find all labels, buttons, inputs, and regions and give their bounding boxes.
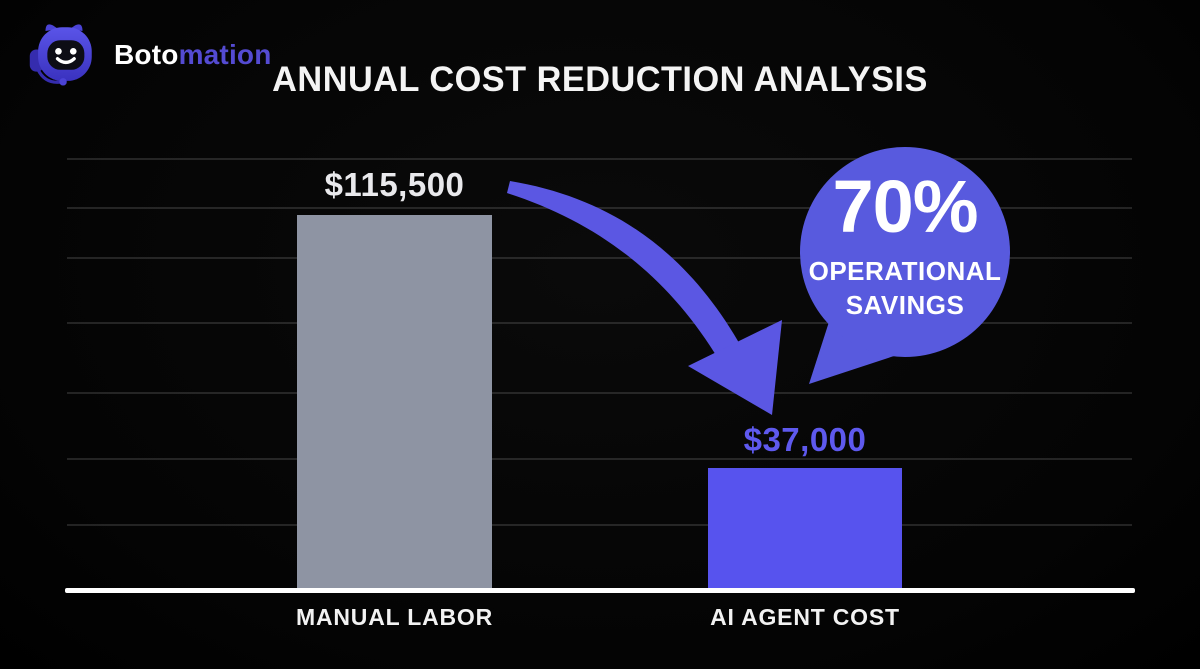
gridline — [67, 524, 1132, 526]
value-label-ai-agent-cost: $37,000 — [743, 421, 867, 458]
robot-mascot-icon — [29, 24, 92, 86]
savings-label-line2: SAVINGS — [845, 289, 965, 320]
savings-percent: 70% — [832, 165, 978, 248]
value-label-manual-labor: $115,500 — [324, 166, 465, 203]
brand-name-secondary: mation — [178, 39, 272, 70]
category-label-ai-agent-cost: AI AGENT COST — [710, 604, 900, 630]
category-label-manual-labor: MANUAL LABOR — [296, 604, 493, 630]
bar-ai-agent-cost — [708, 468, 902, 588]
bar-manual-labor — [297, 215, 492, 588]
x-axis-baseline — [65, 588, 1135, 593]
page-title: ANNUAL COST REDUCTION ANALYSIS — [272, 60, 928, 99]
brand-name-primary: Boto — [114, 39, 179, 70]
savings-label-line1: OPERATIONAL — [808, 256, 1002, 286]
brand-wordmark: Botomation — [114, 41, 272, 69]
savings-badge: 70% OPERATIONAL SAVINGS — [790, 170, 1020, 319]
gridline — [67, 322, 1132, 324]
brand-logo: Botomation — [26, 18, 272, 92]
gridline — [67, 158, 1132, 160]
gridline — [67, 392, 1132, 394]
gridline — [67, 458, 1132, 460]
